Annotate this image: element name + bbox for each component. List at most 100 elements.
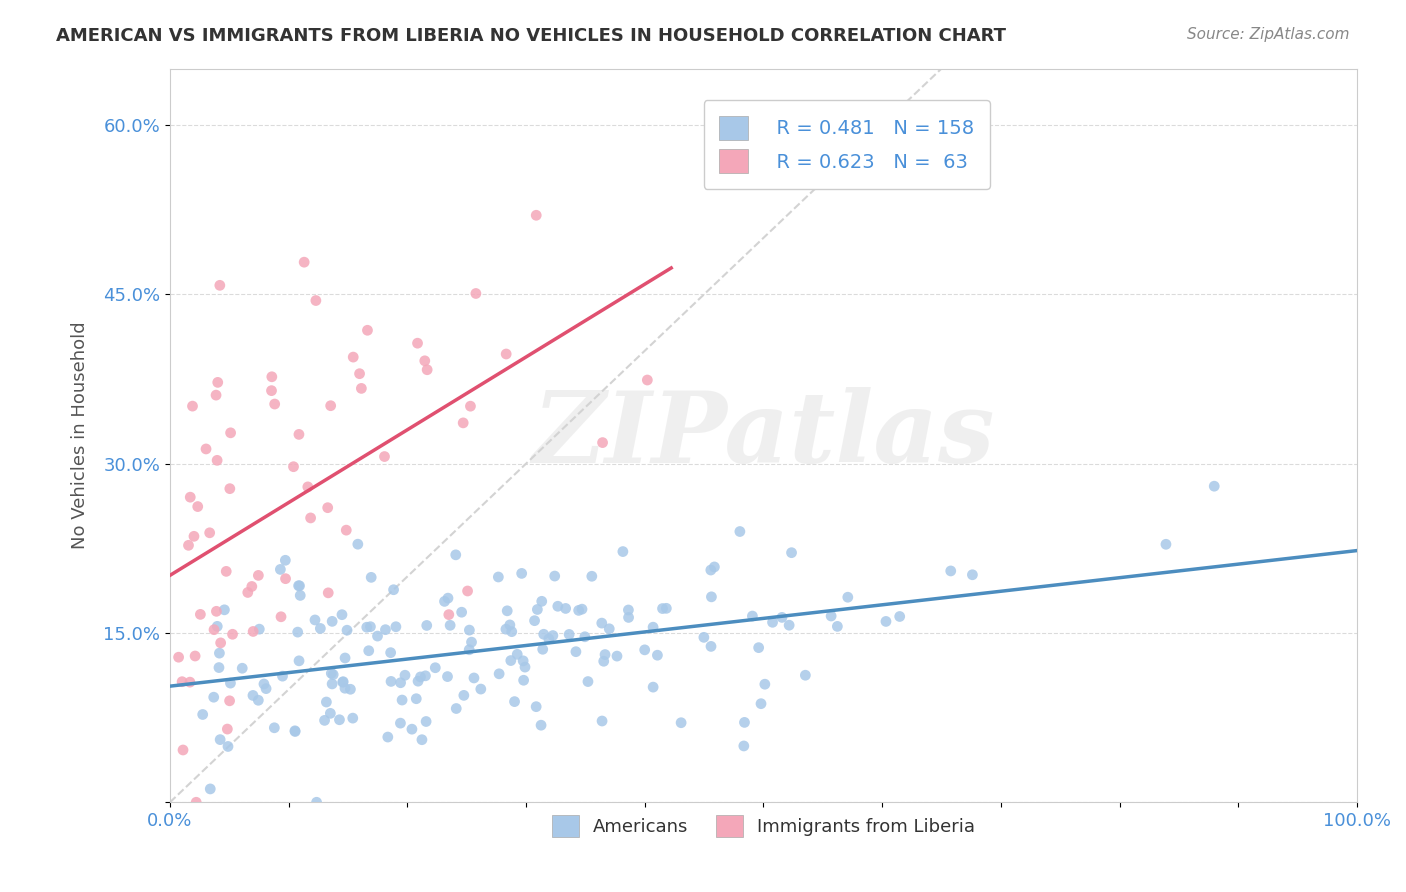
Point xyxy=(591,714,613,728)
Point xyxy=(316,500,339,515)
Point xyxy=(305,795,328,809)
Point xyxy=(499,618,522,632)
Point xyxy=(181,399,204,413)
Point xyxy=(269,562,291,576)
Point xyxy=(693,631,716,645)
Point xyxy=(287,625,309,640)
Point xyxy=(700,563,723,577)
Point xyxy=(284,723,307,738)
Point xyxy=(703,560,725,574)
Point xyxy=(284,724,307,739)
Point xyxy=(411,732,433,747)
Point xyxy=(530,594,553,608)
Point xyxy=(292,255,315,269)
Point xyxy=(328,713,350,727)
Point xyxy=(401,722,423,736)
Point xyxy=(242,689,264,703)
Point xyxy=(253,677,276,691)
Point xyxy=(571,602,593,616)
Point xyxy=(592,435,614,450)
Point xyxy=(524,208,547,222)
Point xyxy=(820,609,842,624)
Point xyxy=(356,323,378,337)
Point xyxy=(332,675,354,690)
Point xyxy=(617,603,640,617)
Point xyxy=(205,453,228,467)
Point xyxy=(389,716,412,731)
Point xyxy=(409,670,432,684)
Point xyxy=(598,622,620,636)
Point xyxy=(236,585,259,599)
Point xyxy=(218,482,240,496)
Point xyxy=(503,695,526,709)
Point xyxy=(439,618,461,632)
Text: ZIPatlas: ZIPatlas xyxy=(533,387,994,483)
Point xyxy=(382,582,405,597)
Point xyxy=(389,675,412,690)
Point xyxy=(356,620,378,634)
Point xyxy=(367,629,389,643)
Point xyxy=(172,743,194,757)
Point xyxy=(347,537,370,551)
Point xyxy=(576,674,599,689)
Point xyxy=(593,648,616,662)
Point xyxy=(460,635,482,649)
Point xyxy=(221,627,243,641)
Point xyxy=(184,648,207,663)
Point xyxy=(939,564,962,578)
Point xyxy=(581,569,603,583)
Point xyxy=(350,381,373,395)
Point xyxy=(202,690,225,705)
Point xyxy=(217,739,239,754)
Point xyxy=(533,627,555,641)
Point xyxy=(391,693,413,707)
Point xyxy=(299,511,322,525)
Point xyxy=(287,579,309,593)
Point xyxy=(360,570,382,584)
Point xyxy=(444,548,467,562)
Point xyxy=(332,674,354,689)
Point xyxy=(962,567,984,582)
Point xyxy=(453,689,475,703)
Point xyxy=(167,650,190,665)
Point xyxy=(506,648,529,662)
Point xyxy=(436,670,458,684)
Point xyxy=(274,572,297,586)
Point xyxy=(179,490,201,504)
Point xyxy=(219,676,242,690)
Point xyxy=(208,660,231,674)
Point xyxy=(512,654,534,668)
Point xyxy=(373,450,395,464)
Point xyxy=(700,640,723,654)
Point xyxy=(524,699,547,714)
Point xyxy=(523,614,546,628)
Point xyxy=(231,661,253,675)
Point xyxy=(380,674,402,689)
Y-axis label: No Vehicles in Household: No Vehicles in Household xyxy=(72,322,89,549)
Point xyxy=(202,623,225,637)
Point xyxy=(1204,479,1226,493)
Point xyxy=(770,610,793,624)
Point xyxy=(290,589,312,603)
Point xyxy=(754,677,776,691)
Point xyxy=(669,715,692,730)
Point xyxy=(496,604,519,618)
Point xyxy=(263,721,285,735)
Point xyxy=(458,623,481,637)
Point xyxy=(647,648,669,663)
Point xyxy=(359,620,381,634)
Point xyxy=(205,604,228,618)
Point xyxy=(309,622,332,636)
Point xyxy=(761,615,783,630)
Legend: Americans, Immigrants from Liberia: Americans, Immigrants from Liberia xyxy=(544,808,983,845)
Point xyxy=(416,363,439,377)
Point xyxy=(219,425,242,440)
Point xyxy=(321,666,343,681)
Point xyxy=(741,609,763,624)
Point xyxy=(617,610,640,624)
Point xyxy=(655,601,678,615)
Point xyxy=(322,667,344,681)
Point xyxy=(734,715,756,730)
Point xyxy=(780,546,803,560)
Point xyxy=(214,603,236,617)
